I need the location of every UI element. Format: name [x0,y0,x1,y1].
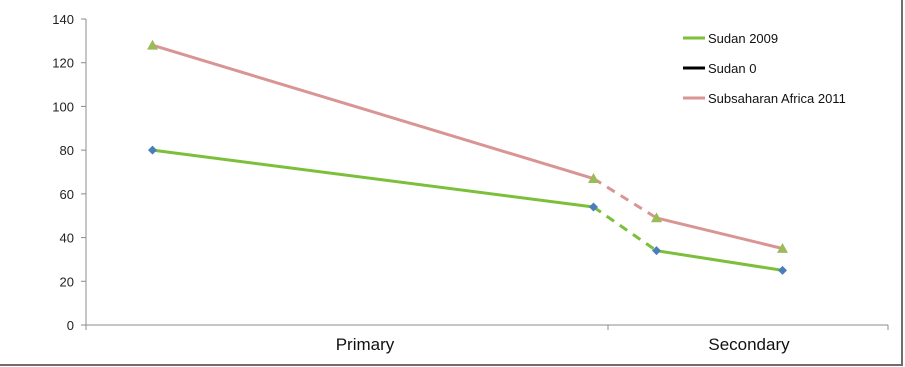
y-tick-label: 100 [52,99,74,114]
legend-label: Sudan 2009 [708,31,778,46]
series-layer [147,39,788,275]
y-tick-label: 120 [52,56,74,71]
data-point-marker [147,39,158,50]
x-category-label: Primary [336,335,395,354]
legend: Sudan 2009 Sudan 0 Subsaharan Africa 2011 [683,31,846,106]
y-tick-label: 80 [60,143,74,158]
axes: 0 20 40 60 80 100 120 140 Primary Secondary [52,12,889,354]
y-tick-label: 20 [60,274,74,289]
series-line-segment [656,249,783,272]
series-sudan-2009 [148,145,787,275]
y-tick-label: 0 [67,318,74,333]
y-tick-label: 60 [60,187,74,202]
series-line-segment [592,205,658,252]
data-point-marker [778,265,787,275]
data-point-marker [652,246,661,256]
series-line-segment [152,148,594,209]
legend-label: Sudan 0 [708,61,756,76]
y-tick-label: 40 [60,231,74,246]
data-point-marker [148,145,157,155]
series-line-segment [592,177,658,220]
legend-label: Subsaharan Africa 2011 [708,91,846,106]
data-point-marker [589,202,598,212]
y-tick-label: 140 [52,12,74,27]
series-line-segment [152,43,594,180]
data-point-marker [588,173,599,183]
series-line-segment [656,216,783,250]
x-category-label: Secondary [708,335,790,354]
series-subsaharan-africa-2011 [147,39,788,253]
data-point-marker [777,243,788,253]
data-point-marker [651,212,662,223]
